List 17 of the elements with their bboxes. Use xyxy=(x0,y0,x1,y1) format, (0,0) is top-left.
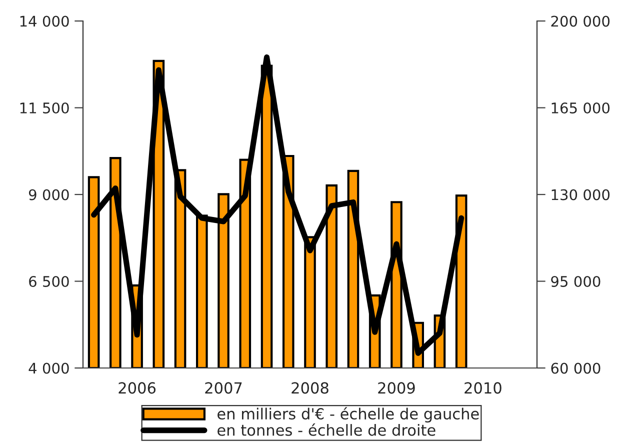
y2-tick-label: 130 000 xyxy=(552,189,610,200)
y2-tick-label: 95 000 xyxy=(551,276,600,287)
legend-label: en tonnes - échelle de droite xyxy=(218,423,436,436)
x-tick-label: 2008 xyxy=(292,382,328,394)
x-tick-label: 2007 xyxy=(205,382,242,394)
x-tick-label: 2006 xyxy=(118,382,156,394)
legend-label: en milliers d'€ - échelle de gauche xyxy=(218,407,479,423)
x-tick-label: 2010 xyxy=(464,382,502,394)
y-tick-label: 9 000 xyxy=(28,189,69,200)
y-tick-label: 14 000 xyxy=(20,16,69,27)
y-tick-label: 4 000 xyxy=(28,362,69,374)
y-tick-label: 11 500 xyxy=(20,102,69,114)
y-tick-label: 6 500 xyxy=(29,276,69,287)
y2-tick-label: 200 000 xyxy=(551,16,610,27)
x-tick-label: 2009 xyxy=(378,382,415,394)
y2-tick-label: 60 000 xyxy=(551,362,600,374)
y2-tick-label: 165 000 xyxy=(552,102,610,114)
